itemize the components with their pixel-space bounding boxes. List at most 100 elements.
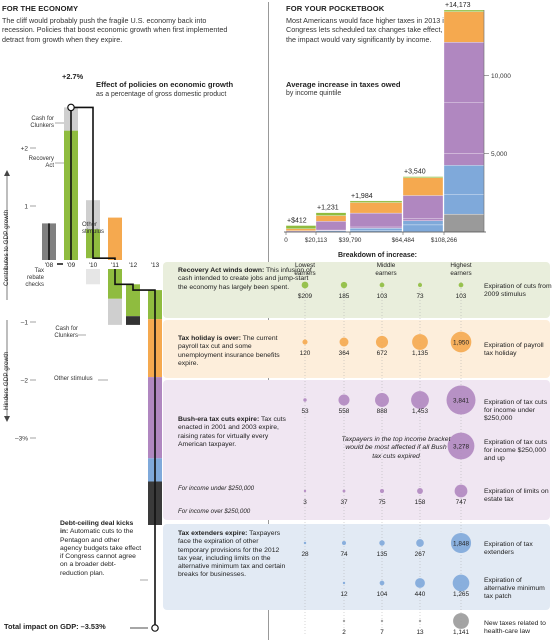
top-bracket-annotation: Taxpayers in the top income bracket woul… (341, 436, 451, 460)
stack-segment (443, 194, 485, 215)
peak-label: +2.7% (62, 72, 84, 81)
bubble-value: 1,141 (453, 629, 469, 636)
bubble (418, 619, 422, 623)
stack-total-label: +1,984 (351, 193, 373, 200)
bubble (375, 393, 389, 407)
label-other-stimulus-bottom: Other stimulus (54, 376, 93, 382)
y-tick-label: –2 (21, 378, 29, 385)
debt-ceiling-title: Debt-ceiling deal kicks in: (60, 520, 134, 536)
stack-total-label: +$412 (287, 218, 307, 225)
stack-total-label: +3,540 (404, 169, 426, 176)
bush-under-label: For income under $250,000 (178, 485, 255, 492)
column-highest: Highest earners (450, 262, 472, 277)
label-recovery-act: Recovery Act (28, 156, 54, 169)
bubble-value: 747 (456, 499, 467, 506)
band-bush (163, 380, 550, 520)
gdp-chart: +2 1 –1 –2 –3% '08 '09 '10 '11 '12 '13 (4, 103, 163, 632)
bubble-value: 888 (377, 408, 388, 415)
y-tick-label: –3% (15, 436, 28, 443)
band-recovery (163, 262, 550, 318)
bubble (417, 488, 423, 494)
bar-holiday-11 (108, 217, 122, 264)
year-label: '08 (45, 262, 54, 269)
stack-segment (349, 200, 403, 203)
bubble (375, 335, 389, 349)
bubble-value: 104 (377, 591, 388, 598)
bar-debt-12 (126, 316, 140, 325)
bubble-value: 120 (300, 350, 311, 357)
income-tick-label: $108,266 (431, 237, 458, 244)
holiday-text: Tax holiday is over: The current payroll… (178, 335, 296, 368)
bubble (416, 539, 424, 547)
bubble-value: 440 (415, 591, 426, 598)
extenders-text: Tax extenders expire: Taxpayers face the… (178, 530, 288, 580)
band-extenders (163, 524, 550, 610)
bubble (454, 484, 468, 498)
bubble-row-label: Expiration of tax extenders (484, 541, 533, 557)
bush-title: Bush-era tax cuts expire: (178, 416, 260, 423)
label-cash-clunkers-top: Cash for Clunkers (30, 116, 54, 129)
stack-segment (349, 202, 403, 214)
bar-clunkers-10 (86, 264, 100, 285)
bubble-value: 13 (416, 629, 424, 636)
bubble-row-label: Expiration of payroll tax holiday (484, 342, 544, 358)
income-tick-label: 0 (284, 237, 288, 244)
tax-chart-title: Average increase in taxes owed (286, 80, 401, 89)
bubble-row-label: Expiration of alternative minimum tax pa… (484, 577, 545, 601)
bubble-row-label: New taxes related to health-care law (484, 620, 546, 636)
bubble-row-label: Expiration of limits on estate tax (484, 488, 549, 504)
stack-segment (443, 42, 485, 103)
debt-ceiling-body: Automatic cuts to the Pentagon and other… (60, 528, 142, 577)
stack-segment (285, 225, 317, 229)
stack-total-label: +1,231 (317, 205, 339, 212)
bubble-value: 135 (377, 551, 388, 558)
bush-body: Tax cuts enacted in 2001 and 2003 expire… (178, 416, 286, 448)
debt-ceiling-text: Debt-ceiling deal kicks in: Automatic cu… (60, 520, 142, 578)
year-label: '11 (111, 262, 119, 269)
bubble (458, 282, 464, 288)
stack-segment (402, 218, 444, 221)
y-arrow-up-head (4, 170, 10, 176)
stack-segment (285, 228, 317, 231)
total-impact: Total impact on GDP: –3.53% (4, 622, 106, 631)
income-tick-label: $39,790 (339, 237, 362, 244)
year-bg (85, 260, 101, 269)
stack-segment (402, 224, 444, 232)
stack-segment (443, 11, 485, 43)
bubble (380, 619, 384, 623)
band-holiday (163, 320, 550, 378)
stack-total-label: +14,173 (445, 2, 471, 9)
bubble (411, 391, 429, 409)
bubble-value: 2 (342, 629, 346, 636)
bubble-value: 558 (339, 408, 350, 415)
peak-marker (67, 103, 75, 112)
breakdown-title: Breakdown of increase: (338, 252, 417, 259)
bubble-value: 7 (380, 629, 384, 636)
bubble (415, 578, 425, 588)
extenders-body: Taxpayers face the expiration of other t… (178, 530, 286, 579)
bubble (418, 283, 422, 287)
stack-segment (402, 177, 444, 196)
stack-segment (443, 102, 485, 154)
stack-segment (402, 195, 444, 219)
label-other-stimulus-top: Other stimulus (82, 222, 105, 235)
right-axis-label: 10,000 (491, 73, 511, 80)
bubble-value: 73 (416, 293, 424, 300)
y-axis-down-text: Hinders GDP growth (3, 351, 10, 411)
left-heading: FOR THE ECONOMY (2, 4, 79, 13)
extenders-title: Tax extenders expire: (178, 530, 248, 537)
bubble-value: 1,453 (412, 408, 428, 415)
bubble-value: 1,265 (453, 591, 469, 598)
income-tick-label: $20,113 (305, 237, 328, 244)
bubble-value: 672 (377, 350, 388, 357)
bubble (450, 331, 472, 353)
year-bg (41, 260, 57, 269)
year-bg (63, 260, 79, 269)
year-bg (125, 260, 141, 269)
bubble-value: 364 (339, 350, 350, 357)
bubble-value: 1,848 (453, 541, 469, 548)
year-label: '09 (67, 262, 76, 269)
y-arrow-down-head (4, 416, 10, 422)
tax-stack-chart: +$412 +1,231 +1,984 +3,540 +14,173 0 $20,113 $3… (284, 2, 511, 244)
